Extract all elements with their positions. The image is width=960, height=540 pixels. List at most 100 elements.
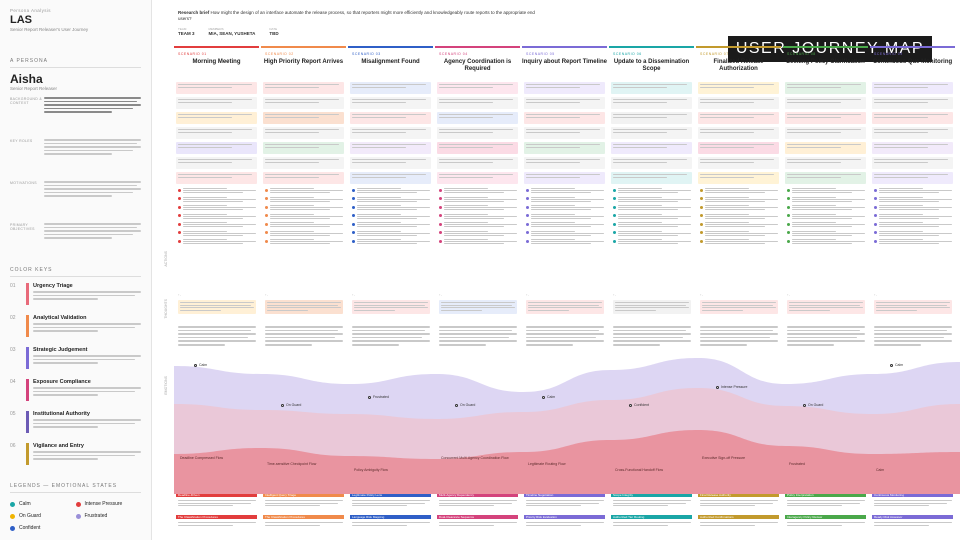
scenario-color-bar (261, 46, 346, 48)
text-line (705, 239, 749, 240)
text-line (792, 209, 852, 210)
text-line (700, 114, 774, 116)
thought-notes (178, 326, 256, 348)
quote-tag: " · (613, 294, 617, 298)
scenario-color-bar (609, 46, 694, 48)
text-line (615, 309, 656, 311)
context-band (350, 172, 431, 184)
footer-text-2 (178, 522, 256, 527)
text-line (702, 309, 743, 311)
row-label: EMOTIONS (164, 376, 168, 395)
action-text (705, 213, 778, 220)
text-line (354, 304, 426, 306)
text-line (265, 333, 343, 335)
bullet-icon (613, 214, 616, 217)
action-text (444, 230, 517, 237)
emotion-annotation: Legitimate Routing Flow (528, 462, 566, 466)
text-line (265, 114, 339, 116)
text-line (439, 329, 513, 332)
text-line (613, 502, 687, 504)
text-line (44, 233, 134, 236)
text-line (613, 176, 667, 179)
action-item (178, 196, 256, 203)
text-line (531, 241, 604, 242)
text-line (792, 222, 836, 223)
text-line (439, 159, 513, 161)
text-line (444, 205, 488, 206)
row-label: ACTIONS (164, 251, 168, 267)
text-line (33, 326, 135, 329)
context-band (698, 97, 779, 109)
project-code: LAS (10, 14, 32, 26)
text-line (874, 502, 948, 504)
text-line (352, 522, 430, 523)
text-line (874, 522, 952, 523)
bullet-icon (613, 222, 616, 226)
persona-block: Background & Context (10, 97, 141, 133)
bullet-icon (787, 214, 790, 217)
scenario-number: SCENARIO 05 (526, 52, 555, 56)
text-line (787, 505, 842, 506)
legend-label: Calm (19, 501, 31, 507)
action-item (526, 213, 604, 220)
bullet-icon (787, 222, 790, 226)
text-line (178, 129, 252, 131)
text-line (879, 205, 923, 206)
text-line (352, 86, 406, 89)
text-line (613, 505, 668, 506)
text-line (874, 144, 948, 146)
thought-notes (613, 326, 691, 348)
context-band (698, 172, 779, 184)
action-item (787, 239, 865, 245)
text-line (792, 234, 852, 236)
text-line (618, 224, 691, 225)
action-text (183, 205, 256, 211)
emotion-wave (174, 430, 960, 494)
footer-tag-strip: Multi-Agency Dependency (437, 493, 518, 497)
text-line (618, 241, 691, 242)
text-line (357, 234, 417, 236)
text-line (444, 207, 517, 208)
text-line (618, 213, 662, 215)
emotion-annotation: Calm (876, 468, 885, 472)
scenario-color-bar (174, 46, 259, 48)
text-line (613, 116, 667, 119)
action-text (357, 205, 430, 211)
text-line (792, 190, 865, 191)
text-line (183, 198, 256, 200)
text-line (180, 302, 254, 303)
bullet-icon (439, 188, 442, 192)
text-line (700, 84, 774, 86)
text-line (178, 161, 232, 164)
text-line (879, 243, 939, 244)
color-key-number: 05 (10, 411, 16, 417)
color-key-number: 04 (10, 379, 16, 385)
legend-label: Confident (19, 525, 41, 531)
persona-block-text (44, 97, 141, 133)
action-text (792, 213, 865, 220)
text-line (354, 307, 428, 308)
text-line (618, 192, 678, 193)
bullet-icon (178, 197, 181, 200)
text-line (613, 340, 691, 342)
text-line (787, 129, 861, 131)
text-line (439, 144, 513, 146)
text-line (267, 307, 341, 308)
action-text (618, 188, 691, 194)
text-line (705, 215, 778, 217)
text-line (352, 524, 407, 526)
action-text (531, 213, 604, 220)
action-item (439, 196, 517, 203)
bullet-icon (874, 222, 877, 226)
text-line (526, 146, 580, 149)
bullet-icon (439, 231, 442, 234)
quote-box (352, 300, 430, 314)
text-line (183, 196, 227, 198)
scenario-number: SCENARIO 06 (613, 52, 642, 56)
quote-tag: " · (439, 294, 443, 298)
action-text (270, 239, 343, 245)
text-line (528, 304, 600, 306)
legend-dot-icon (75, 501, 81, 507)
bullet-icon (613, 188, 616, 192)
text-line (357, 205, 401, 206)
